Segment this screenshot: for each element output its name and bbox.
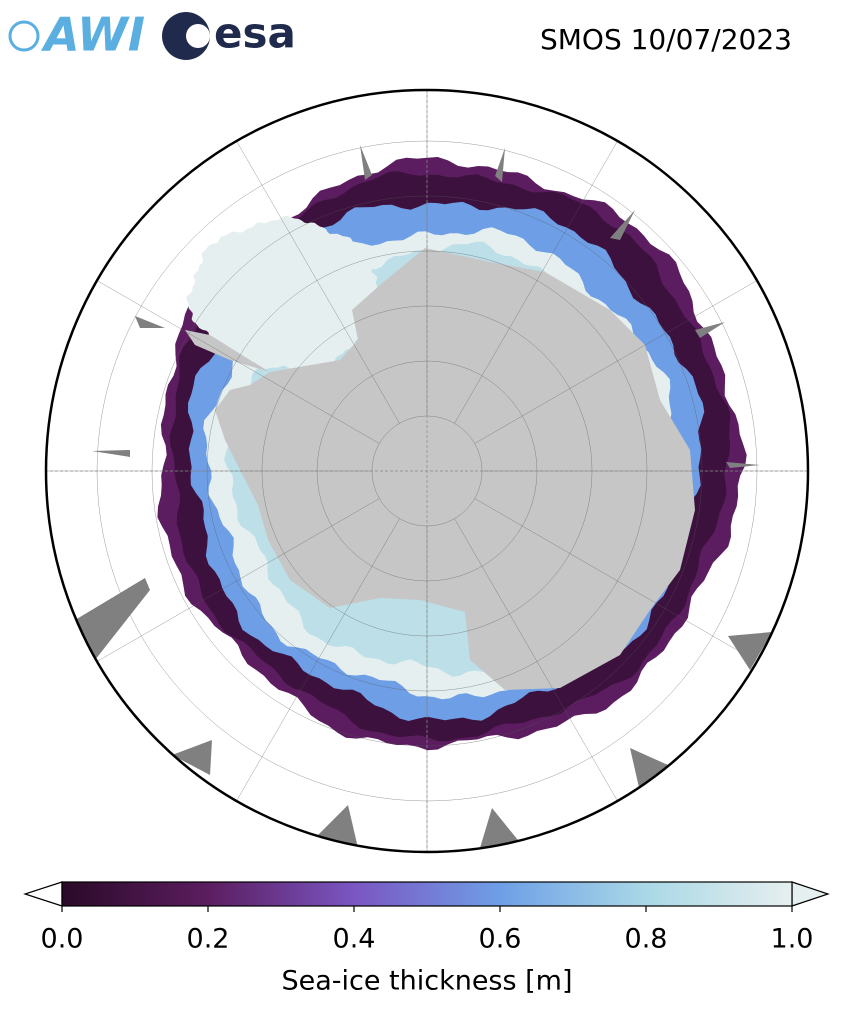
colorbar-tick-label: 0.4 <box>333 924 376 955</box>
missing-data <box>135 316 165 328</box>
meridian-line <box>231 518 400 809</box>
missing-data <box>360 145 372 180</box>
colorbar-tick-label: 0.6 <box>479 924 522 955</box>
colorbar-tick-label: 0.8 <box>625 924 668 955</box>
colorbar-tick-label: 1.0 <box>771 924 814 955</box>
missing-data <box>495 148 505 182</box>
missing-data <box>726 462 760 468</box>
meridian-line <box>474 498 765 667</box>
missing-data <box>318 805 358 848</box>
colorbar: 0.0 0.2 0.4 0.6 0.8 1.0 <box>23 881 830 955</box>
antarctica <box>185 248 695 690</box>
missing-data <box>630 748 668 792</box>
weddell-ice <box>185 215 383 370</box>
colorbar-extend-low <box>23 881 63 907</box>
esa-logo-text: esa <box>214 9 296 58</box>
colorbar-label: Sea-ice thickness [m] <box>281 966 572 997</box>
colorbar-tick-label: 0.0 <box>41 924 84 955</box>
missing-data <box>480 808 522 848</box>
colorbar-tick-label: 0.2 <box>187 924 230 955</box>
colorbar-extend-high <box>791 881 830 907</box>
meridian-line <box>454 133 623 424</box>
title: SMOS 10/07/2023 <box>540 23 792 56</box>
missing-data <box>172 740 212 775</box>
meridian-line <box>474 275 765 444</box>
meridian-line <box>231 133 400 424</box>
missing-data <box>75 578 150 660</box>
missing-data <box>610 210 635 240</box>
awi-logo-text: AWI <box>41 8 145 62</box>
missing-data <box>728 632 772 670</box>
map <box>46 90 808 852</box>
awi-logo: AWI <box>8 8 145 62</box>
missing-data <box>695 322 725 338</box>
meridian-line <box>89 498 380 667</box>
map-border <box>44 88 810 854</box>
colorbar-body <box>61 881 793 907</box>
missing-data <box>92 450 130 457</box>
meridian-line <box>454 518 623 809</box>
meridian-line <box>89 275 380 444</box>
esa-logo: esa <box>162 9 296 60</box>
